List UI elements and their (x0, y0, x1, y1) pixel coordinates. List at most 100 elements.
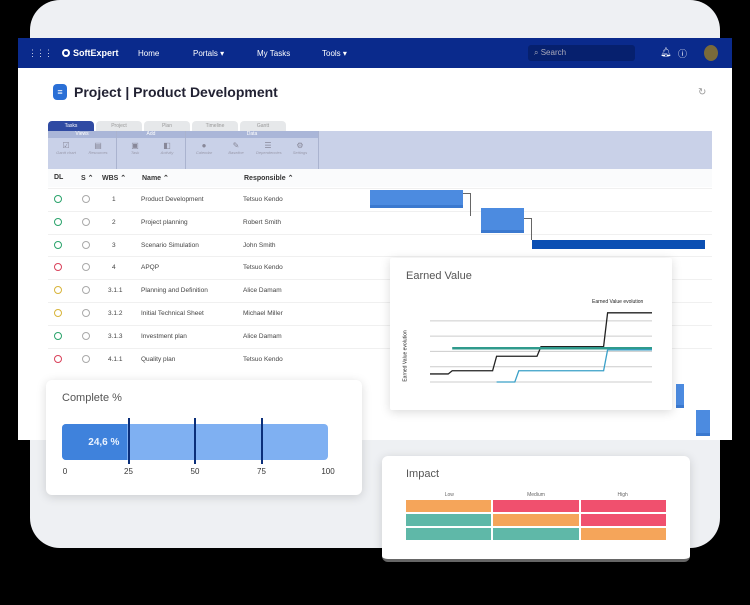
gantt-button[interactable]: ☑ Gantt chart (56, 141, 76, 155)
activity-button[interactable]: ◧ Activity (160, 141, 174, 155)
responsible: Tetsuo Kendo (243, 355, 283, 363)
chart-legend: Earned Value evolution (592, 299, 644, 305)
wbs: 3.1.3 (108, 332, 123, 340)
impact-card: Impact Low Medium High (382, 456, 690, 562)
nav-tools[interactable]: Tools ▾ (322, 49, 347, 58)
impact-cell (580, 500, 666, 512)
task-button[interactable]: ▣ Task (130, 141, 140, 155)
tab-project[interactable]: Project (96, 121, 142, 131)
dependency-arrow (463, 193, 471, 216)
tab-gantt[interactable]: Gantt (240, 121, 286, 131)
status-icon (82, 240, 90, 249)
impact-cell (406, 528, 492, 540)
earned-value-card: Earned Value Earned Value evolution Earn… (390, 258, 672, 410)
impact-cell (493, 528, 579, 540)
avatar[interactable] (704, 45, 718, 61)
status-icon (82, 354, 90, 363)
responsible: John Smith (243, 241, 276, 249)
page-title: ≡ Project | Product Development (53, 84, 278, 100)
task-name[interactable]: Quality plan (141, 355, 176, 363)
gantt-bar[interactable] (696, 410, 710, 436)
bell-icon[interactable]: 🔔︎ (660, 47, 672, 57)
tick-label: 100 (321, 467, 335, 476)
earned-value-chart (430, 312, 652, 383)
search-input[interactable]: ⌕ Search (528, 45, 635, 61)
deadline-status-icon (54, 263, 62, 272)
help-icon[interactable]: ⓘ (678, 49, 688, 59)
logo[interactable]: SoftExpert (62, 48, 119, 58)
deadline-status-icon (54, 217, 62, 226)
table-row[interactable]: 4 APQP Tetsuo Kendo (48, 256, 712, 279)
settings-button[interactable]: ⚙ Settings (292, 141, 308, 155)
apps-grid-icon[interactable]: ⋮⋮⋮ (28, 47, 53, 58)
impact-cell (580, 528, 666, 540)
deadline-status-icon (54, 195, 62, 203)
baseline-button[interactable]: ✎ Baseline (228, 141, 244, 155)
gantt-bar[interactable] (481, 208, 524, 233)
complete-percent-card: Complete % 24,6 % 0 25 50 75 100 (46, 380, 362, 495)
status-icon (82, 195, 90, 203)
wbs: 1 (112, 196, 116, 203)
nav-home[interactable]: Home (138, 49, 160, 58)
refresh-icon[interactable]: ↻ (698, 87, 707, 98)
tab-tasks[interactable]: Tasks (48, 121, 94, 131)
wbs: 3.1.2 (108, 310, 123, 317)
tab-plan[interactable]: Plan (144, 121, 190, 131)
impact-cell (406, 500, 492, 512)
responsible: Alice Damam (243, 287, 282, 295)
wbs: 4 (112, 264, 116, 272)
status-icon (82, 331, 90, 340)
table-row[interactable]: 3 Scenario Simulation John Smith (48, 233, 712, 257)
table-row[interactable]: 3.1.3 Investment plan Alice Damam (48, 324, 712, 348)
gantt-bar[interactable] (532, 240, 705, 249)
gantt-bar[interactable] (370, 190, 463, 208)
group-add: Add ▣ Task ◧ Activity (117, 131, 186, 169)
gantt-bar[interactable] (676, 384, 684, 408)
series-line (496, 349, 652, 383)
dependency-arrow (524, 218, 532, 240)
dependencies-button[interactable]: ☰ Dependencies (256, 141, 282, 155)
impact-cell (493, 514, 579, 526)
wbs: 2 (112, 218, 116, 226)
table-row[interactable]: 4.1.1 Quality plan Tetsuo Kendo (48, 347, 712, 371)
tick-label: 50 (190, 467, 200, 476)
status-icon (82, 217, 90, 226)
status-icon (82, 263, 90, 272)
impact-cell (493, 500, 579, 512)
table-row[interactable]: 1 Product Development Tetsuo Kendo (48, 188, 712, 211)
responsible: Alice Damam (243, 332, 282, 340)
ribbon-tabs: Tasks Project Plan Timeline Gantt (48, 121, 286, 131)
ribbon: Views ☑ Gantt chart ▤ Resources Add ▣ Task … (48, 131, 712, 169)
y-axis-label: Earned Value evolution (402, 330, 409, 382)
tick-mark (194, 418, 196, 464)
tab-timeline[interactable]: Timeline (192, 121, 238, 131)
task-name[interactable]: Scenario Simulation (141, 241, 199, 249)
task-name[interactable]: Planning and Definition (141, 287, 208, 295)
tick-mark (260, 418, 263, 464)
task-name[interactable]: Initial Technical Sheet (141, 310, 204, 317)
series-line (430, 312, 652, 375)
responsible: Robert Smith (243, 218, 281, 226)
status-icon (82, 286, 90, 295)
task-name[interactable]: Investment plan (141, 332, 187, 340)
task-name[interactable]: APQP (141, 264, 160, 272)
table-row[interactable]: 3.1.2 Initial Technical Sheet Michael Mi… (48, 302, 712, 325)
wbs: 4.1.1 (108, 355, 123, 363)
nav-my-tasks[interactable]: My Tasks (257, 49, 291, 58)
group-views: Views ☑ Gantt chart ▤ Resources (48, 131, 117, 169)
table-row[interactable]: 3.1.1 Planning and Definition Alice Dama… (48, 279, 712, 302)
task-name[interactable]: Project planning (141, 218, 188, 226)
status-icon (82, 309, 90, 317)
nav-portals[interactable]: Portals ▾ (193, 49, 225, 58)
wbs: 3.1.1 (108, 287, 123, 295)
tick-mark (127, 418, 130, 464)
calendar-button[interactable]: ● Calendar (195, 141, 213, 155)
table-header: DL S ⌃ WBS ⌃ Name ⌃ Responsible ⌃ (48, 169, 712, 187)
top-nav: ⋮⋮⋮ SoftExpert Home Portals ▾ My Tasks T… (18, 38, 732, 68)
table-row[interactable]: 2 Project planning Robert Smith (48, 210, 712, 234)
resources-button[interactable]: ▤ Resources (88, 141, 108, 155)
responsible: Tetsuo Kendo (243, 196, 283, 203)
tick-label: 25 (124, 467, 133, 476)
group-data: Data ● Calendar ✎ Baseline ☰ Dependencies ⚙… (186, 131, 319, 169)
task-name[interactable]: Product Development (141, 196, 204, 203)
